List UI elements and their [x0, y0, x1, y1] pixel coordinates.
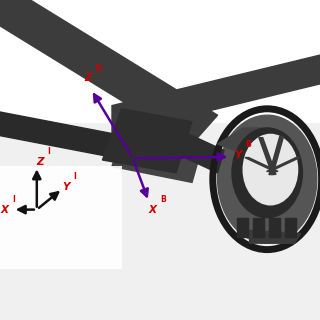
Bar [285, 218, 296, 237]
Bar [237, 218, 248, 237]
Bar [0, 166, 122, 269]
Polygon shape [250, 230, 301, 243]
Polygon shape [259, 138, 276, 174]
Text: B: B [160, 195, 166, 204]
Text: Y: Y [63, 182, 70, 192]
Polygon shape [0, 112, 166, 166]
Polygon shape [267, 157, 300, 172]
Polygon shape [0, 0, 218, 144]
Ellipse shape [243, 134, 298, 205]
Polygon shape [176, 131, 224, 173]
Text: I: I [74, 172, 76, 181]
Polygon shape [112, 51, 320, 134]
Polygon shape [218, 128, 269, 154]
Bar [0, 0, 320, 122]
Text: B: B [95, 64, 101, 73]
Text: Z: Z [36, 156, 44, 167]
Ellipse shape [232, 128, 302, 218]
Text: Y: Y [235, 150, 242, 160]
Polygon shape [112, 144, 198, 182]
Bar [269, 218, 280, 237]
Text: I: I [12, 195, 15, 204]
Text: X: X [1, 204, 9, 215]
Polygon shape [245, 157, 278, 172]
Text: X: X [149, 204, 157, 215]
Text: Z: Z [84, 73, 92, 84]
Text: B: B [245, 140, 251, 149]
Text: I: I [47, 147, 50, 156]
Polygon shape [269, 137, 284, 175]
Bar [253, 218, 264, 237]
Polygon shape [102, 109, 192, 173]
Ellipse shape [218, 115, 317, 243]
